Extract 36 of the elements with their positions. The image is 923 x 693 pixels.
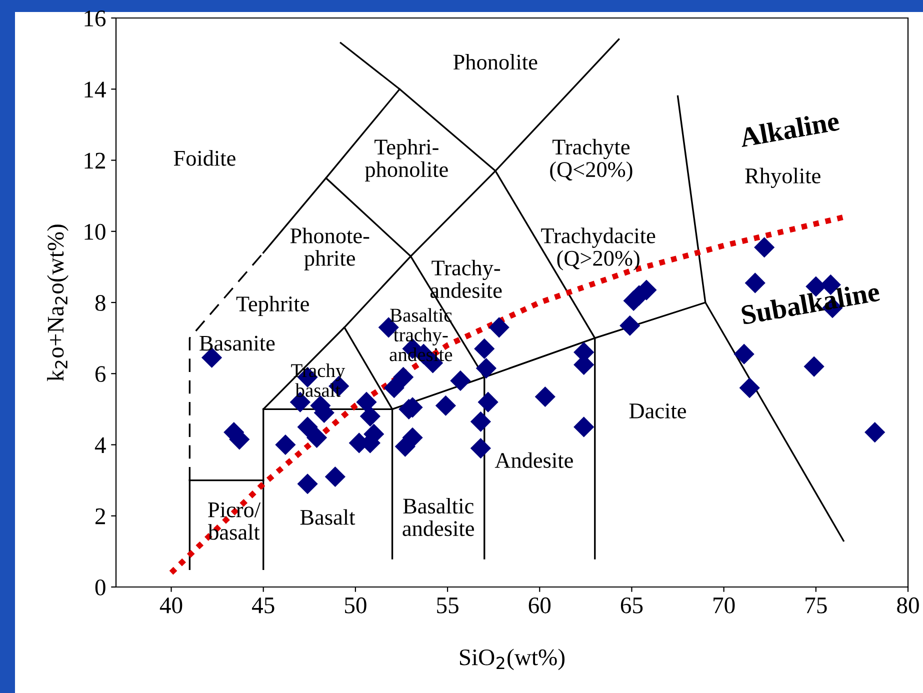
y-tick-label: 10 [84, 224, 106, 240]
y-tick-label: 12 [84, 152, 105, 168]
annotation: Tephrite [236, 296, 309, 316]
y-tick-label: 4 [94, 437, 106, 453]
annotation: Dacite [629, 404, 686, 418]
x-tick-label: 80 [897, 597, 919, 614]
y-tick-label: 14 [84, 82, 106, 98]
x-tick-label: 55 [437, 598, 458, 614]
x-tick-label: 75 [806, 598, 827, 614]
x-tick-label: 40 [160, 597, 182, 614]
annotation: Foidite [174, 150, 236, 166]
y-tick-label: 0 [95, 579, 106, 596]
annotation: Phonote- phrite [290, 228, 370, 270]
x-axis-title: SiO$_{2}$(wt%) [460, 648, 564, 670]
annotation: Basaltic andesite [402, 498, 474, 536]
annotation: Tephri- phonolite [365, 138, 448, 182]
annotation: Alkaline [738, 110, 840, 148]
x-tick-label: 60 [528, 597, 551, 614]
annotation: Phonolite [453, 54, 538, 70]
annotation: Trachyte (Q<20%) [550, 138, 632, 182]
x-tick-label: 65 [620, 597, 643, 614]
y-tick-label: 16 [84, 10, 106, 26]
annotation: Andesite [494, 452, 573, 468]
x-tick-label: 45 [252, 598, 274, 614]
annotation: Picro/ basalt [208, 502, 261, 540]
y-tick-label: 2 [96, 508, 105, 524]
y-tick-label: 6 [95, 366, 106, 382]
y-tick-label: 8 [95, 294, 106, 311]
annotation: Basalt [300, 509, 356, 525]
annotation: Subalkaline [740, 281, 880, 325]
annotation: Rhyolite [745, 168, 820, 188]
annotation: Trachydacite (Q>20%) [541, 228, 656, 270]
y-axis-title: k$_{2}$o+Na$_{2}$o(wt%) [47, 224, 68, 382]
annotation: Basanite [200, 336, 275, 351]
x-tick-label: 70 [714, 597, 735, 614]
x-tick-label: 50 [345, 597, 366, 614]
